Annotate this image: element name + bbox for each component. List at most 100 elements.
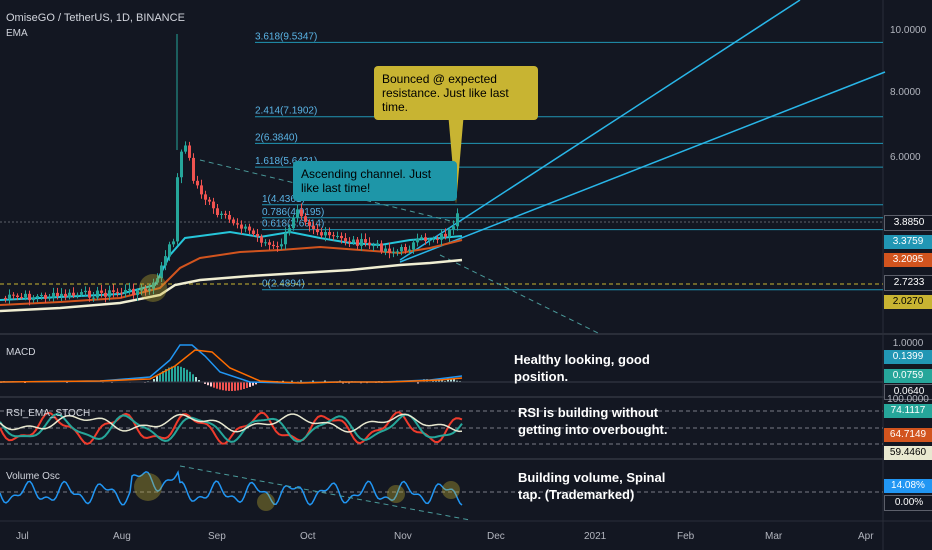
candle-body[interactable] — [48, 297, 51, 299]
candle-body[interactable] — [368, 242, 371, 246]
candle-body[interactable] — [436, 238, 439, 240]
symbol-title[interactable]: OmiseGO / TetherUS, 1D, BINANCE — [6, 12, 185, 24]
candle-body[interactable] — [420, 237, 423, 239]
time-axis[interactable]: Jul Aug Sep Oct Nov Dec 2021 Feb Mar Apr — [16, 531, 874, 542]
stoch-k-line[interactable] — [0, 411, 463, 445]
candle-body[interactable] — [272, 244, 275, 247]
candle-body[interactable] — [56, 292, 59, 297]
candle-body[interactable] — [196, 180, 199, 186]
candle-body[interactable] — [240, 224, 243, 229]
candle-body[interactable] — [220, 213, 223, 216]
candle-body[interactable] — [124, 289, 127, 294]
candle-body[interactable] — [44, 294, 47, 299]
candle-body[interactable] — [384, 248, 387, 252]
candle-body[interactable] — [100, 290, 103, 293]
candle-body[interactable] — [276, 246, 279, 248]
volosc-trendline[interactable] — [179, 465, 471, 521]
fib-extension-levels[interactable]: 3.618(9.5347) 2.414(7.1902) 2(6.3840) 1.618… — [255, 31, 883, 291]
candle-body[interactable] — [116, 291, 119, 293]
candle-body[interactable] — [192, 157, 195, 181]
candle-body[interactable] — [36, 296, 39, 298]
candle-body[interactable] — [84, 290, 87, 293]
candle-body[interactable] — [360, 239, 363, 246]
candle-body[interactable] — [164, 256, 167, 266]
highlight-circle[interactable] — [257, 493, 275, 511]
candle-body[interactable] — [248, 226, 251, 231]
candle-body[interactable] — [432, 238, 435, 240]
candle-body[interactable] — [168, 244, 171, 257]
candle-body[interactable] — [268, 242, 271, 245]
candle-body[interactable] — [440, 233, 443, 240]
candle-body[interactable] — [112, 290, 115, 292]
candle-body[interactable] — [376, 243, 379, 246]
candle-body[interactable] — [108, 290, 111, 297]
candle-body[interactable] — [264, 242, 267, 244]
candle-body[interactable] — [232, 219, 235, 224]
candle-body[interactable] — [280, 244, 283, 247]
candle-body[interactable] — [304, 216, 307, 222]
candle-body[interactable] — [256, 233, 259, 237]
candle-body[interactable] — [236, 223, 239, 225]
candle-body[interactable] — [188, 145, 191, 158]
highlight-circle[interactable] — [134, 473, 162, 501]
candle-body[interactable] — [16, 295, 19, 298]
candle-body[interactable] — [76, 294, 79, 296]
candle-body[interactable] — [448, 229, 451, 237]
candle-body[interactable] — [128, 288, 131, 290]
candle-body[interactable] — [292, 217, 295, 229]
candle-body[interactable] — [200, 185, 203, 195]
candle-body[interactable] — [212, 201, 215, 209]
highlight-circle[interactable] — [442, 481, 460, 499]
candle-body[interactable] — [80, 292, 83, 295]
candle-body[interactable] — [20, 297, 23, 299]
stoch-d-line[interactable] — [0, 413, 463, 443]
candle-body[interactable] — [340, 235, 343, 239]
bounce-callout[interactable]: Bounced @ expected resistance. Just like… — [374, 66, 538, 120]
candle-body[interactable] — [416, 238, 419, 243]
candle-body[interactable] — [424, 237, 427, 241]
highlight-circle[interactable] — [139, 274, 167, 302]
candle-body[interactable] — [244, 226, 247, 229]
candle-body[interactable] — [392, 251, 395, 254]
candle-body[interactable] — [204, 194, 207, 200]
price-candles[interactable] — [4, 34, 459, 306]
candle-body[interactable] — [136, 290, 139, 296]
rsi-pane-label[interactable]: RSI_EMA_STOCH — [6, 408, 91, 419]
candle-body[interactable] — [308, 221, 311, 226]
ema-slow-line[interactable] — [0, 258, 463, 313]
volume-osc-line[interactable] — [0, 470, 463, 506]
candle-body[interactable] — [12, 294, 15, 296]
candle-body[interactable] — [364, 239, 367, 243]
candle-body[interactable] — [32, 297, 35, 301]
rsi-line[interactable] — [0, 413, 463, 433]
macd-line[interactable] — [0, 344, 463, 384]
candle-body[interactable] — [428, 239, 431, 241]
candle-body[interactable] — [252, 230, 255, 234]
candle-body[interactable] — [404, 247, 407, 251]
candle-body[interactable] — [380, 243, 383, 252]
macd-pane-label[interactable]: MACD — [6, 347, 36, 358]
candle-body[interactable] — [228, 214, 231, 220]
candle-body[interactable] — [352, 239, 355, 243]
macd-histogram[interactable] — [0, 366, 461, 391]
candle-body[interactable] — [444, 233, 447, 237]
candle-body[interactable] — [88, 290, 91, 298]
candle-body[interactable] — [28, 293, 31, 301]
candle-body[interactable] — [324, 231, 327, 236]
candle-body[interactable] — [224, 213, 227, 215]
candle-body[interactable] — [96, 290, 99, 298]
candle-body[interactable] — [180, 151, 183, 178]
candle-body[interactable] — [144, 288, 147, 291]
candle-body[interactable] — [296, 209, 299, 218]
candle-body[interactable] — [284, 233, 287, 245]
descending-trendline[interactable] — [199, 159, 456, 223]
candle-body[interactable] — [8, 294, 11, 299]
channel-lower-ray[interactable] — [399, 71, 886, 263]
candle-body[interactable] — [72, 292, 75, 296]
candle-body[interactable] — [172, 241, 175, 245]
channel-upper-ray[interactable] — [399, 0, 801, 261]
candle-body[interactable] — [400, 247, 403, 252]
candle-body[interactable] — [388, 248, 391, 254]
candle-body[interactable] — [208, 199, 211, 202]
candle-body[interactable] — [316, 228, 319, 233]
